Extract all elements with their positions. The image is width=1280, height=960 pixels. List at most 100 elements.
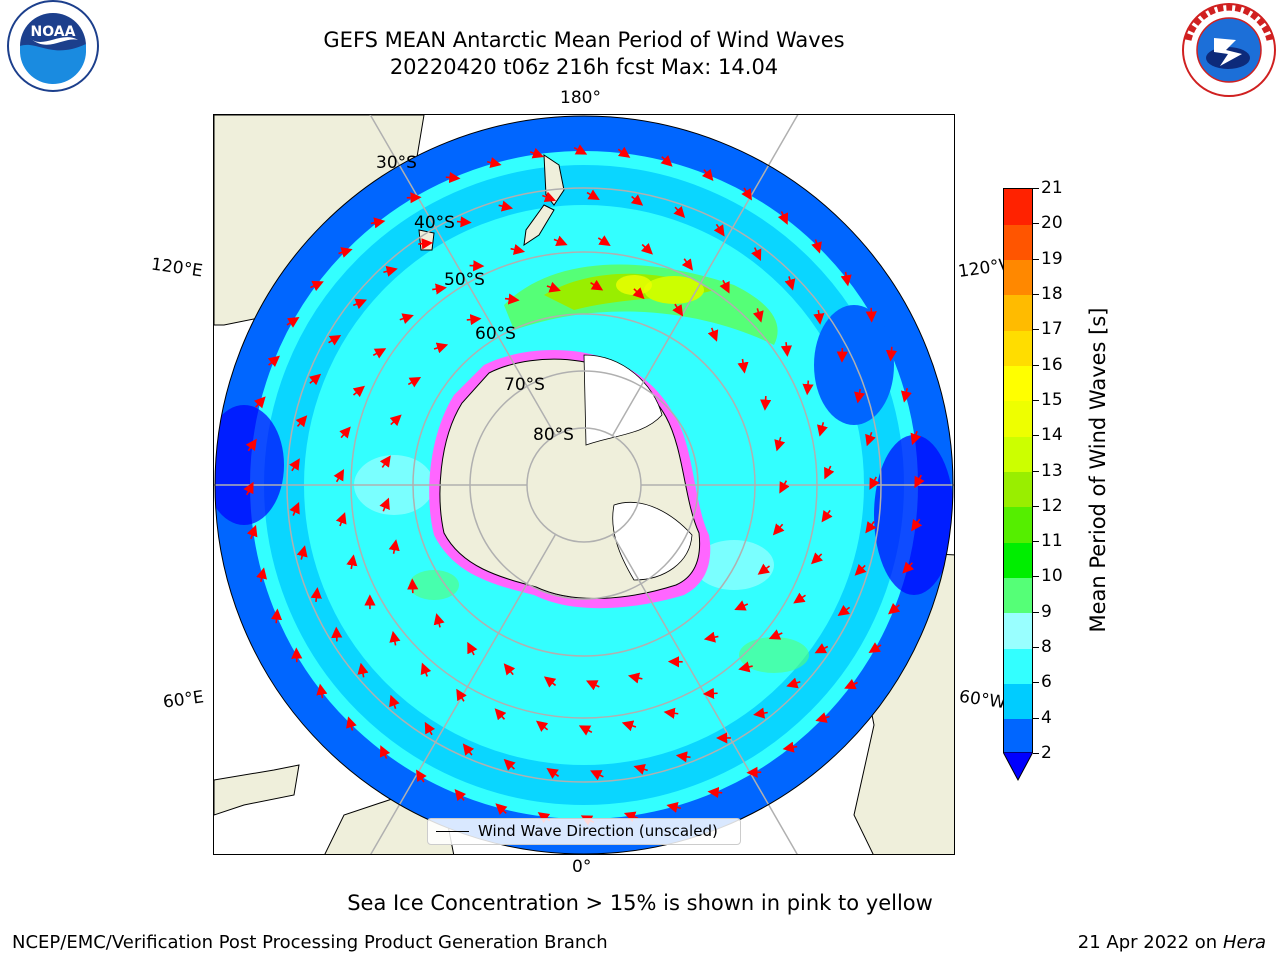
colorbar-segment: [1004, 506, 1032, 543]
colorbar-segment: [1004, 365, 1032, 402]
colorbar-tick-label: 10: [1033, 566, 1063, 587]
wind-wave-arrow: [865, 521, 877, 534]
wind-wave-arrow: [914, 474, 925, 489]
colorbar-tick-label: 16: [1033, 354, 1063, 375]
wind-wave-arrow: [885, 346, 898, 362]
wind-wave-arrow: [623, 811, 639, 823]
parallel-label-50s: 50°S: [444, 270, 485, 290]
wind-wave-arrow: [445, 171, 461, 184]
wind-wave-arrow: [389, 694, 400, 709]
wind-wave-arrow: [372, 348, 387, 359]
wind-wave-arrow: [734, 600, 749, 611]
wind-wave-arrow: [456, 216, 472, 228]
colorbar-segment: [1004, 294, 1032, 331]
wind-wave-arrow: [779, 480, 790, 494]
wind-wave-arrow: [772, 523, 785, 536]
wind-wave-arrow: [666, 801, 682, 813]
wind-wave-arrow: [295, 415, 308, 428]
colorbar-tick-label: 20: [1033, 213, 1063, 234]
wind-wave-arrow: [627, 672, 643, 684]
wind-wave-arrow: [902, 561, 915, 574]
wind-wave-arrow: [752, 308, 764, 323]
wind-wave-arrow: [316, 683, 328, 699]
wind-wave-arrow: [707, 327, 719, 342]
wind-wave-arrow: [586, 189, 600, 201]
wind-wave-arrow: [267, 355, 280, 368]
wind-wave-arrow: [672, 303, 684, 317]
wind-wave-arrow: [357, 662, 369, 678]
wind-wave-arrow: [510, 244, 526, 255]
wind-wave-arrow: [590, 279, 604, 291]
colorbar-segment: [1004, 471, 1032, 508]
wind-wave-arrow: [543, 676, 557, 688]
polar-map: [213, 114, 955, 855]
wind-wave-arrow: [630, 194, 644, 206]
meridian-label-60w: 60°W: [957, 686, 1008, 714]
wind-wave-arrow: [777, 211, 789, 225]
sea-ice-caption: Sea Ice Concentration > 15% is shown in …: [347, 891, 933, 915]
wind-wave-arrow: [433, 342, 449, 354]
wind-wave-arrow: [780, 342, 792, 357]
wind-wave-arrow: [590, 770, 604, 781]
footer-org: NCEP/EMC/Verification Post Processing Pr…: [12, 932, 608, 953]
wind-wave-arrow: [701, 168, 714, 181]
wind-wave-arrow: [416, 769, 427, 783]
wind-wave-arrow: [774, 436, 786, 452]
wind-wave-arrow: [632, 287, 645, 300]
wind-wave-arrow: [738, 661, 753, 673]
colorbar-tick-label: 17: [1033, 319, 1063, 340]
wind-wave-arrow: [542, 191, 557, 203]
wind-wave-arrow: [737, 358, 749, 374]
wind-wave-arrow: [270, 608, 283, 624]
wind-wave-arrow: [379, 745, 391, 759]
wind-wave-arrow: [246, 524, 258, 540]
meridian-line: [370, 533, 557, 854]
wind-wave-arrow: [782, 741, 798, 753]
wind-wave-arrow: [289, 501, 300, 516]
wind-wave-arrow: [310, 587, 322, 602]
wind-wave-arrow: [339, 426, 351, 439]
footer-machine: Hera: [1222, 932, 1266, 953]
wind-wave-arrow: [640, 242, 653, 255]
wind-wave-arrow: [418, 238, 433, 250]
colorbar-tick-label: 19: [1033, 248, 1063, 269]
wind-wave-arrow: [546, 767, 560, 779]
colorbar-tick-label: 12: [1033, 495, 1063, 516]
colorbar-segment: [1004, 189, 1032, 225]
colorbar-tick-label: 13: [1033, 460, 1063, 481]
wind-wave-arrow: [467, 641, 478, 656]
wind-wave-arrow: [817, 422, 828, 437]
wind-wave-arrow: [621, 720, 637, 732]
wind-wave-arrow: [760, 395, 772, 411]
parallel-label-80s: 80°S: [533, 425, 574, 445]
wind-wave-arrow: [498, 200, 514, 212]
wind-wave-arrow: [286, 317, 300, 328]
meridian-label-120e: 120°E: [149, 254, 204, 282]
wind-wave-arrow: [535, 720, 549, 732]
wind-wave-arrow: [388, 539, 400, 554]
parallel-label-30s: 30°S: [376, 153, 417, 173]
wind-wave-arrow: [681, 258, 693, 271]
new-zealand-land: [523, 154, 565, 247]
wind-wave-arrow: [379, 455, 391, 468]
wind-wave-arrow: [854, 388, 866, 404]
map-legend: Wind Wave Direction (unscaled): [427, 818, 741, 845]
colorbar-tick-label: 18: [1033, 283, 1063, 304]
wind-wave-arrow: [751, 247, 762, 261]
wind-wave-arrow: [868, 642, 882, 653]
wind-wave-arrow: [585, 680, 600, 691]
wind-wave-arrow: [802, 380, 814, 396]
colorbar-tick-label: 14: [1033, 425, 1063, 446]
wind-wave-arrow: [617, 146, 631, 158]
wind-wave-arrow: [753, 707, 768, 719]
wind-wave-arrow: [573, 144, 588, 155]
wind-wave-arrow: [310, 280, 324, 292]
wind-wave-arrow: [328, 334, 342, 346]
wind-wave-arrow: [370, 217, 386, 229]
wind-wave-arrow: [346, 716, 357, 731]
nws-logo-icon: [1178, 0, 1280, 100]
colorbar-underflow-triangle: [1003, 752, 1033, 782]
colorbar-segment: [1004, 542, 1032, 578]
wind-wave-arrow: [486, 157, 502, 169]
wind-wave-arrow: [494, 708, 507, 721]
